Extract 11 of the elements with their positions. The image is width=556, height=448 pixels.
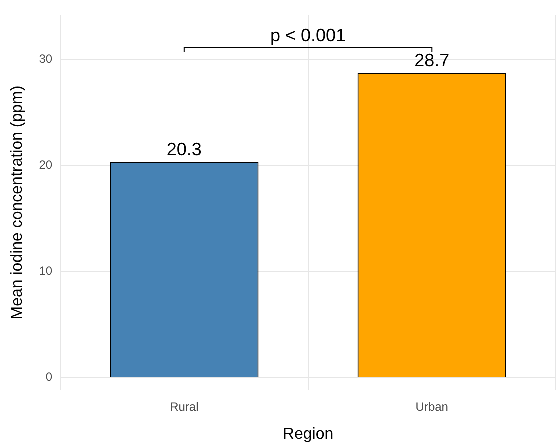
data-label: 20.3 xyxy=(166,139,202,160)
annotation: p < 0.001 xyxy=(270,25,346,46)
y-tick-label: 0 xyxy=(46,370,53,384)
y-tick-label: 10 xyxy=(39,264,53,278)
x-axis-title: Region xyxy=(282,426,334,443)
y-tick-label: 20 xyxy=(39,158,53,172)
y-axis-title: Mean iodine concentration (ppm) xyxy=(9,86,26,320)
data-label: 28.7 xyxy=(414,50,450,70)
x-tick-label: Rural xyxy=(170,400,199,414)
y-tick-label: 30 xyxy=(39,52,53,66)
x-tick-label: Urban xyxy=(416,400,448,414)
